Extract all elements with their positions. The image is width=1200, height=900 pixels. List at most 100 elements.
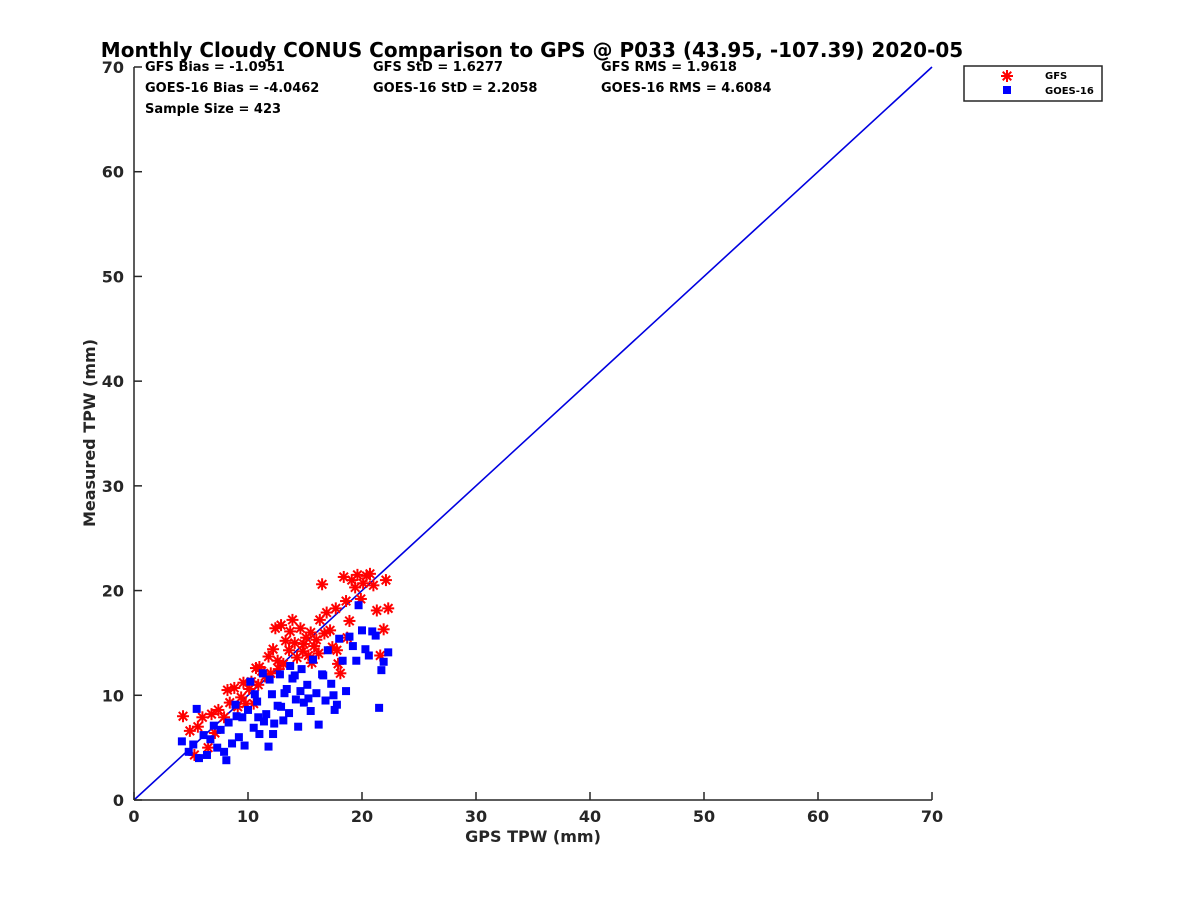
goes-16-point: [279, 716, 288, 725]
goes-16-point: [332, 700, 341, 709]
y-tick-label: 0: [113, 791, 124, 810]
gfs-point: [269, 622, 282, 635]
gfs-point: [228, 681, 241, 694]
goes-16-point: [277, 702, 286, 711]
goes-16-point: [192, 704, 201, 713]
goes-16-point: [255, 730, 264, 739]
goes-16-point: [254, 713, 263, 722]
gfs-point: [262, 650, 275, 663]
goes-16-point: [189, 740, 198, 749]
goes-16-point: [384, 648, 393, 657]
goes-16-point: [371, 631, 380, 640]
x-axis-label: GPS TPW (mm): [465, 827, 601, 846]
gfs-point: [275, 619, 288, 632]
series-goes-16: [177, 601, 393, 765]
gfs-point: [288, 636, 301, 649]
gfs-point: [351, 568, 364, 581]
goes-16-point: [224, 718, 233, 727]
gfs-point: [343, 614, 356, 627]
gfs-point: [340, 595, 353, 608]
goes-16-point: [294, 722, 303, 731]
gfs-point: [202, 741, 215, 754]
gfs-point: [297, 637, 310, 650]
goes-16-point: [319, 671, 328, 680]
gfs-point: [379, 574, 392, 587]
goes-16-point: [323, 646, 332, 655]
goes-16-point: [280, 689, 289, 698]
goes-16-point: [329, 691, 338, 700]
goes-16-point: [265, 675, 274, 684]
goes-16-point: [352, 656, 361, 665]
gfs-point: [382, 602, 395, 615]
goes-16-point: [270, 719, 279, 728]
legend: GFS GOES-16: [963, 65, 1103, 102]
goes-16-point: [238, 713, 247, 722]
goes-16-point: [308, 655, 317, 664]
y-tick-label: 70: [102, 58, 124, 77]
gfs-point: [316, 578, 329, 591]
legend-box: [963, 65, 1103, 102]
goes-16-point: [306, 706, 315, 715]
gfs-rms-label: GFS RMS = 1.9618: [601, 60, 737, 75]
gfs-point: [284, 625, 297, 638]
goes-16-point: [364, 651, 373, 660]
gfs-point: [377, 623, 390, 636]
gfs-point: [329, 602, 342, 615]
x-tick-label: 40: [579, 807, 601, 826]
goes-16-point: [330, 705, 339, 714]
legend-goes-marker: [1003, 86, 1011, 94]
goes-16-point: [177, 737, 186, 746]
gfs-point: [320, 606, 333, 619]
legend-goes-square: [1003, 86, 1011, 94]
y-axis-label: Measured TPW (mm): [80, 339, 99, 527]
goes-16-point: [299, 698, 308, 707]
goes-16-point: [258, 669, 267, 678]
gfs-point: [267, 643, 280, 656]
gfs-point: [279, 634, 292, 647]
y-tick-label: 30: [102, 477, 124, 496]
goes-rms-label: GOES-16 RMS = 4.6084: [601, 81, 771, 96]
gfs-point: [330, 644, 343, 657]
goes-16-point: [184, 747, 193, 756]
gfs-std-label: GFS StD = 1.6277: [373, 60, 503, 75]
y-tick-label: 10: [102, 686, 124, 705]
goes-16-point: [249, 723, 258, 732]
gfs-point: [252, 678, 265, 691]
gfs-point: [334, 667, 347, 680]
goes-16-point: [338, 656, 347, 665]
goes-16-point: [199, 731, 208, 740]
goes-16-point: [345, 632, 354, 641]
goes-16-point: [375, 703, 384, 712]
goes-bias-label: GOES-16 Bias = -4.0462: [145, 81, 319, 96]
x-tick-label: 70: [921, 807, 943, 826]
goes-16-point: [213, 743, 222, 752]
gfs-point: [191, 720, 204, 733]
gfs-point: [291, 651, 304, 664]
goes-16-point: [285, 709, 294, 718]
goes-16-point: [286, 661, 295, 670]
gfs-point: [324, 624, 337, 637]
gfs-point: [286, 613, 299, 626]
goes-16-point: [231, 700, 240, 709]
goes-16-point: [259, 717, 268, 726]
goes-16-point: [342, 687, 351, 696]
gfs-point: [212, 703, 225, 716]
goes-16-point: [303, 680, 312, 689]
goes-16-point: [194, 754, 203, 763]
plot-area: 0 10 20 30 40 50 60 70 0 10 20 30 40 50 60 70: [102, 58, 943, 826]
goes-16-point: [312, 689, 321, 698]
goes-16-point: [291, 695, 300, 704]
goes-16-point: [314, 720, 323, 729]
goes-16-point: [232, 712, 241, 721]
goes-16-point: [296, 687, 305, 696]
goes-16-point: [206, 735, 215, 744]
goes-16-point: [264, 742, 273, 751]
goes-16-point: [290, 671, 299, 680]
legend-goes-label: GOES-16: [1045, 86, 1094, 97]
x-tick-label: 0: [128, 807, 139, 826]
goes-16-point: [246, 677, 255, 686]
gfs-point: [283, 644, 296, 657]
goes-16-point: [321, 696, 330, 705]
goes-16-point: [335, 634, 344, 643]
